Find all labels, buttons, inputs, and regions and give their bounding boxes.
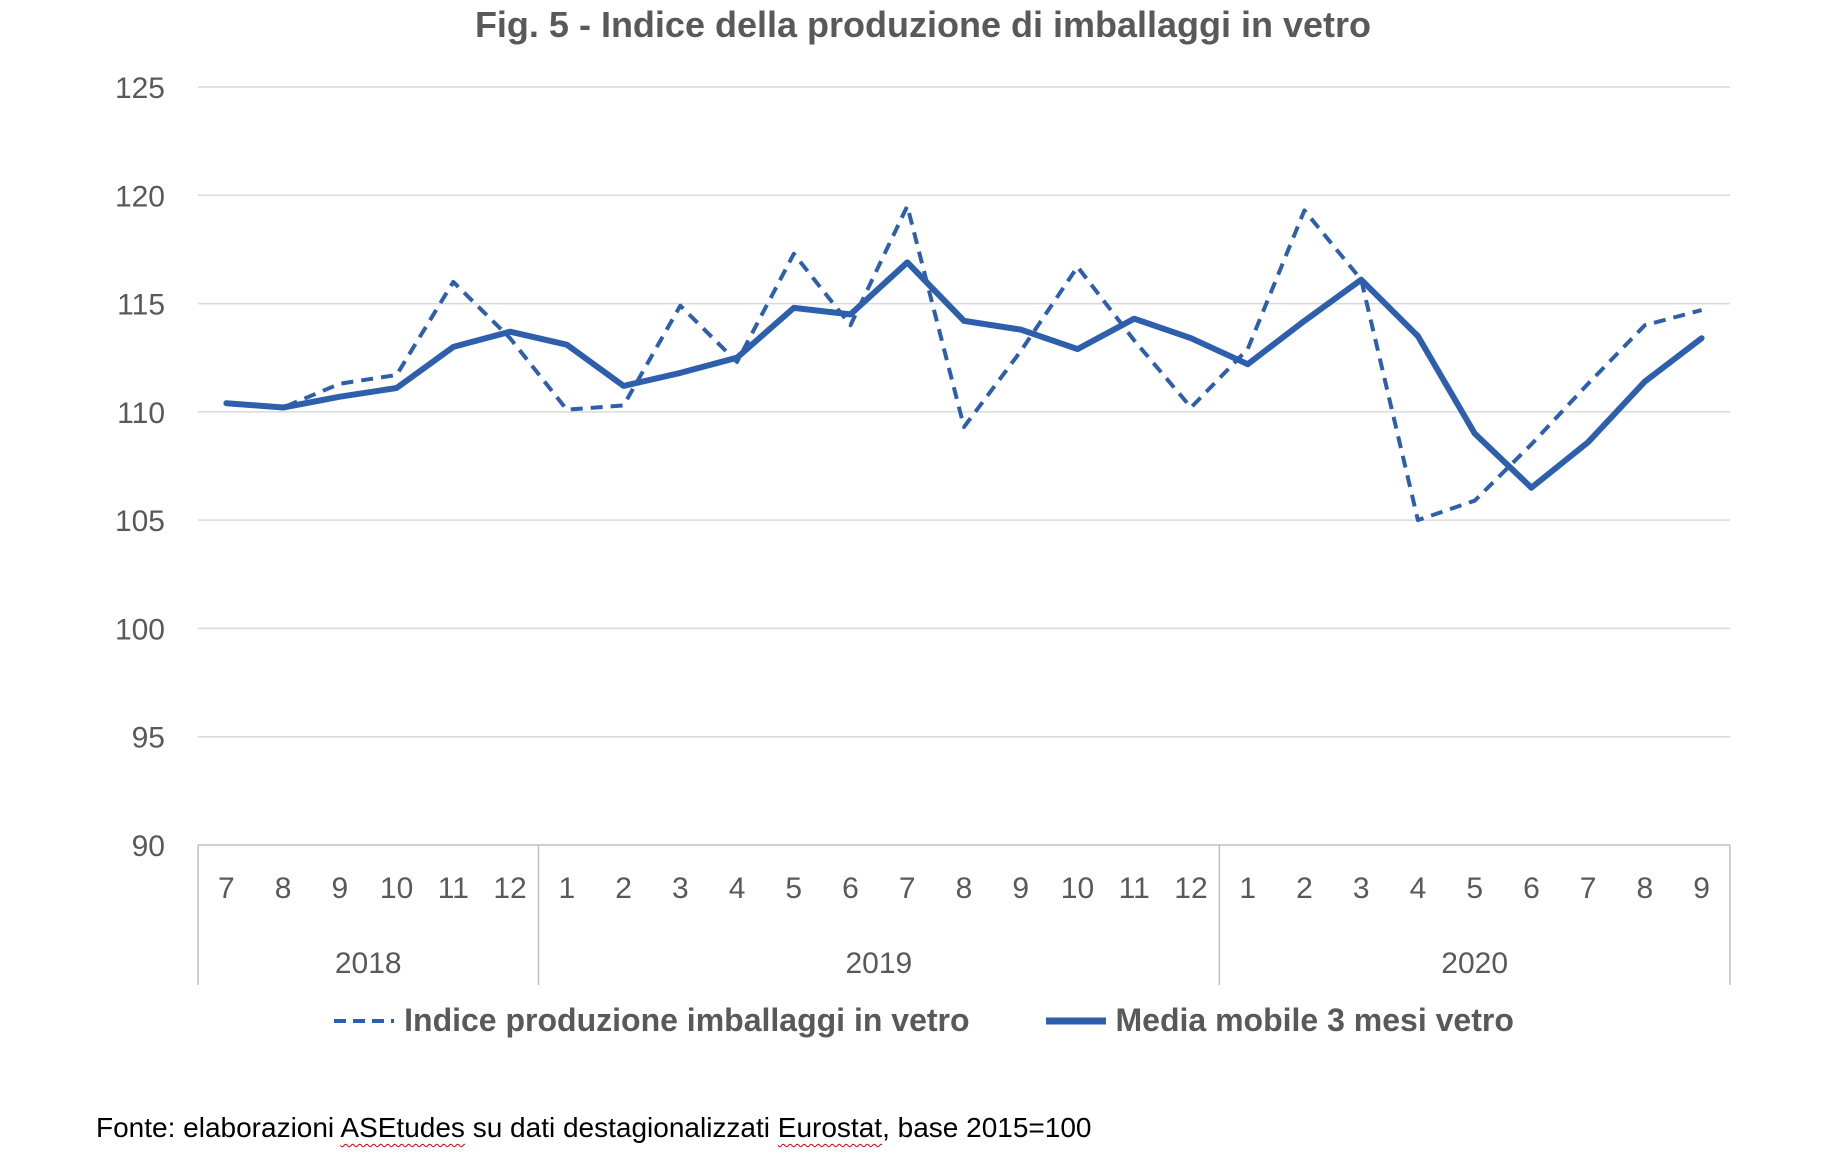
source-suffix: , base 2015=100 [882,1112,1092,1143]
y-axis-ticks: 125 120 115 110 105 100 95 90 [115,72,165,863]
y-tick-label: 95 [132,722,165,755]
series-line-index [226,204,1703,523]
x-tick-month: 1 [558,872,575,905]
legend-label-index: Indice produzione imballaggi in vetro [404,1002,970,1038]
x-tick-month: 4 [729,872,746,905]
x-tick-month: 3 [672,872,689,905]
source-eurostat: Eurostat [777,1112,883,1143]
series-lines [223,204,1705,523]
x-tick-month: 11 [438,872,469,905]
gridlines [198,86,1730,738]
source-prefix: Fonte: elaborazioni [96,1112,341,1143]
x-tick-month: 2 [1296,872,1313,905]
y-tick-label: 125 [115,72,165,105]
x-tick-month: 7 [218,872,235,905]
x-tick-month: 8 [1637,872,1654,905]
legend-swatch-dashed [334,1018,395,1023]
x-tick-month: 6 [842,872,859,905]
y-tick-label: 100 [115,613,165,646]
x-tick-month: 5 [1466,872,1483,905]
x-tick-month: 12 [1174,872,1207,905]
y-tick-label: 90 [132,830,165,863]
x-tick-month: 4 [1410,872,1427,905]
x-tick-year: 2020 [1441,947,1508,980]
x-tick-month: 6 [1523,872,1540,905]
x-tick-year: 2019 [846,947,913,980]
legend-label-moving-average: Media mobile 3 mesi vetro [1115,1002,1514,1038]
legend-swatch-solid [1045,1017,1106,1024]
chart-title: Fig. 5 - Indice della produzione di imba… [474,4,1372,45]
x-tick-month: 1 [1239,872,1256,905]
x-tick-month: 9 [1012,872,1029,905]
x-tick-month: 10 [380,872,413,905]
source-note: Fonte: elaborazioni ASEtudes su dati des… [96,1112,1091,1144]
x-tick-month: 9 [332,872,349,905]
y-tick-label: 120 [115,180,165,213]
category-axis [197,844,1731,985]
x-tick-month: 10 [1061,872,1094,905]
x-tick-month: 5 [785,872,802,905]
y-tick-label: 110 [117,397,165,430]
x-tick-month: 12 [493,872,526,905]
legend-item-index: Indice produzione imballaggi in vetro [332,1002,970,1039]
x-tick-month: 11 [1119,872,1150,905]
x-tick-month: 8 [275,872,292,905]
x-tick-month: 8 [956,872,973,905]
y-tick-label: 115 [117,289,165,322]
x-tick-month: 3 [1353,872,1370,905]
series-line-moving-average [223,259,1705,491]
x-tick-month: 7 [1580,872,1597,905]
source-asetudes: ASEtudes [340,1112,465,1143]
y-tick-label: 105 [115,505,165,538]
x-tick-month: 9 [1693,872,1710,905]
legend: Indice produzione imballaggi in vetro Me… [0,1002,1846,1039]
source-middle: su dati destagionalizzati [464,1112,778,1143]
x-tick-month: 7 [899,872,916,905]
x-tick-month: 2 [615,872,632,905]
x-tick-year: 2018 [335,947,402,980]
legend-item-moving-average: Media mobile 3 mesi vetro [1044,1002,1514,1039]
